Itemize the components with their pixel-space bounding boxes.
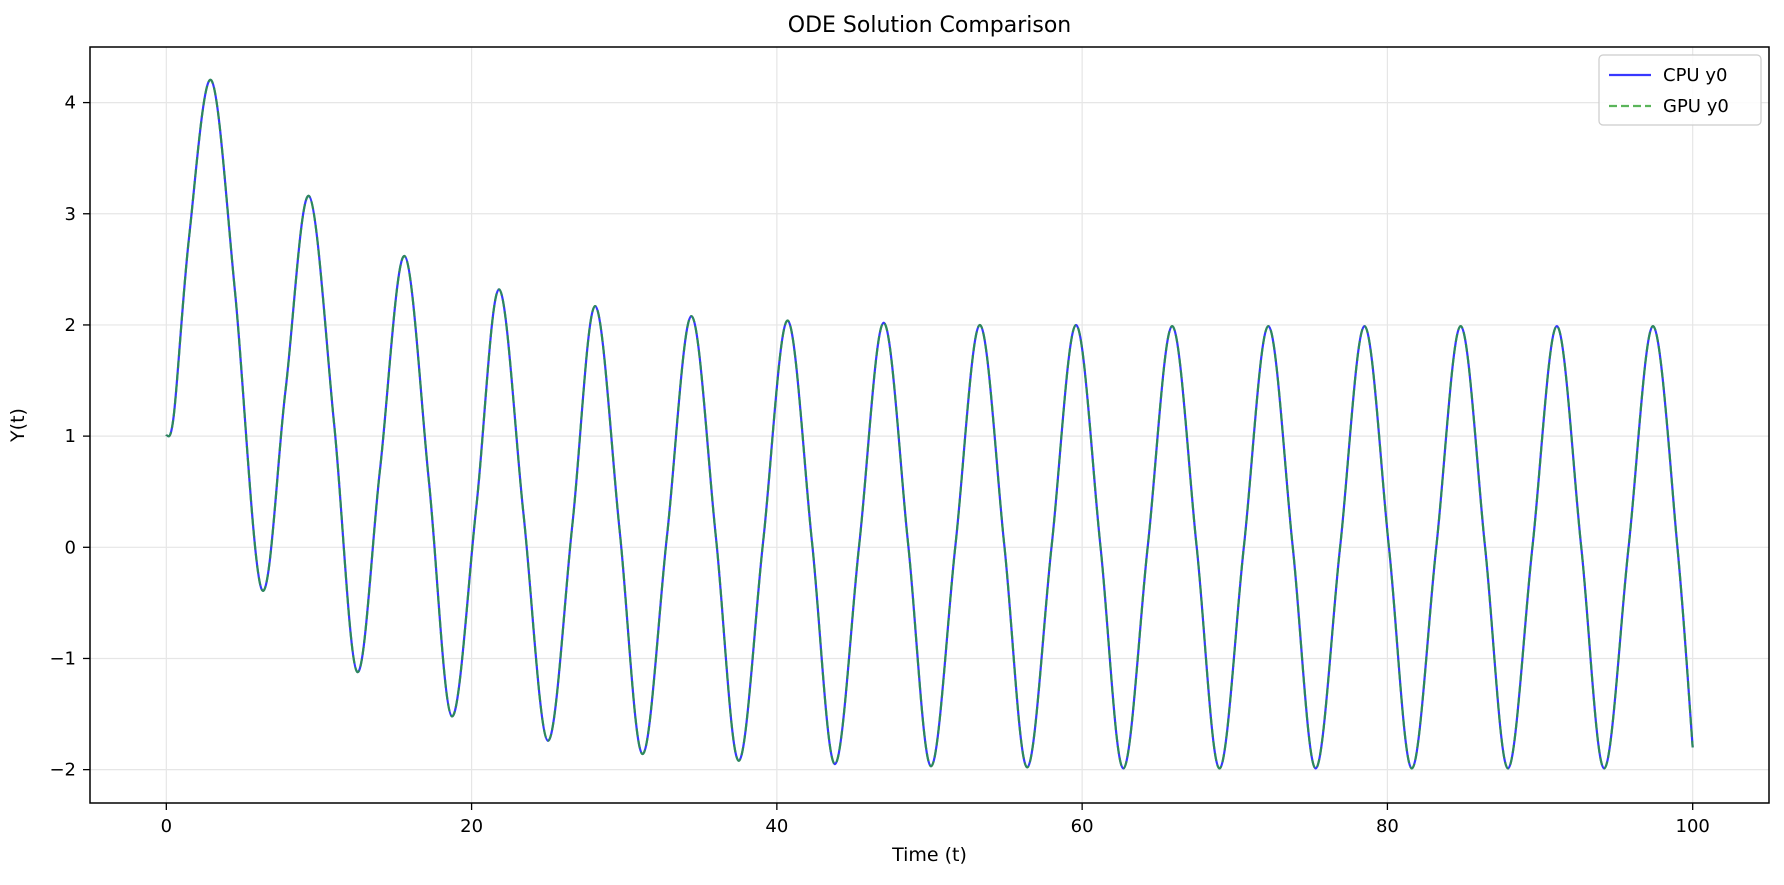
x-axis-label: Time (t) <box>891 844 967 866</box>
tick-layer: 0 20 40 60 80 100 −2 −1 0 1 2 3 4 <box>49 93 1709 837</box>
x-tick-label: 100 <box>1676 816 1710 837</box>
y-tick-label: 4 <box>65 93 76 114</box>
legend: CPU y0 GPU y0 <box>1598 54 1762 126</box>
series-layer <box>165 79 1694 770</box>
y-tick-label: −2 <box>49 760 76 781</box>
y-tick-label: −1 <box>49 648 76 669</box>
legend-label-2: GPU y0 <box>1663 96 1729 117</box>
plot-frame <box>89 46 1770 804</box>
x-tick-label: 60 <box>1071 816 1094 837</box>
y-tick-label: 1 <box>65 426 76 447</box>
series-line-1 <box>165 79 1694 770</box>
y-tick-label: 3 <box>65 204 76 225</box>
series-line-2 <box>165 79 1694 770</box>
legend-label-1: CPU y0 <box>1663 65 1727 86</box>
x-tick-label: 20 <box>460 816 483 837</box>
x-tick-label: 80 <box>1376 816 1399 837</box>
chart-title: ODE Solution Comparison <box>788 13 1072 38</box>
y-tick-label: 2 <box>65 315 76 336</box>
y-tick-label: 0 <box>65 537 76 558</box>
legend-box <box>1598 54 1762 126</box>
x-tick-label: 0 <box>161 816 172 837</box>
y-axis-label: Y(t) <box>7 408 29 443</box>
grid-layer <box>90 47 1769 803</box>
x-tick-label: 40 <box>765 816 788 837</box>
